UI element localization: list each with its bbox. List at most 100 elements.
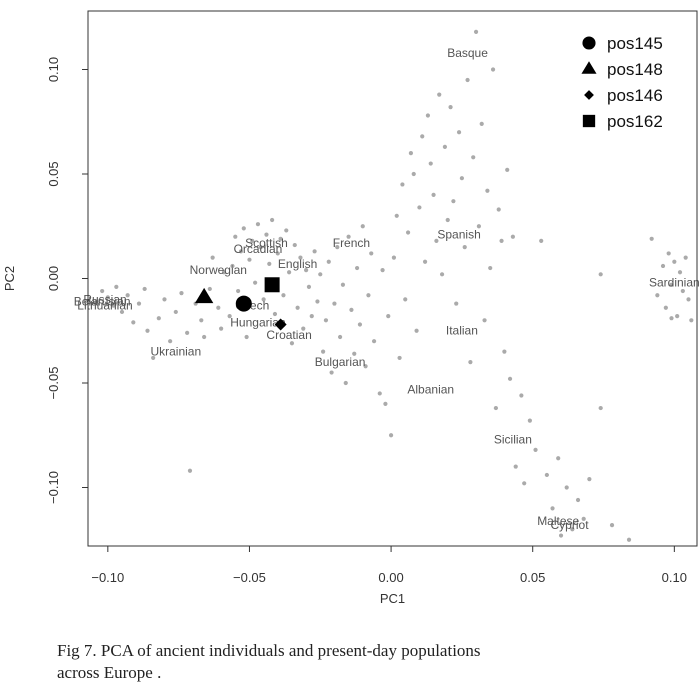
background-point — [284, 228, 289, 233]
background-point — [496, 207, 501, 212]
x-tick-label: 0.00 — [378, 570, 403, 585]
background-point — [156, 316, 161, 321]
background-point — [456, 130, 462, 135]
background-point — [131, 320, 136, 325]
background-point — [609, 523, 615, 528]
background-point — [315, 299, 320, 304]
background-point — [272, 311, 278, 317]
y-tick-label: 0.00 — [46, 266, 61, 291]
background-point — [94, 299, 99, 304]
background-point — [677, 270, 683, 275]
background-point — [539, 238, 544, 243]
caption-line-1: Fig 7. PCA of ancient individuals and pr… — [57, 641, 481, 660]
background-point — [465, 77, 470, 83]
background-point — [318, 272, 323, 277]
background-point — [403, 297, 408, 302]
population-label: French — [333, 236, 370, 250]
axes-layer: −0.10 −0.05 0.00 0.05 0.10 −0.10 −0.05 0.00 0.05… — [46, 57, 687, 585]
background-point — [451, 199, 456, 204]
background-point — [145, 328, 150, 333]
background-point — [513, 464, 518, 469]
background-point — [468, 359, 473, 365]
background-point — [337, 334, 343, 340]
background-point — [397, 355, 402, 361]
background-point — [125, 293, 130, 298]
background-point — [437, 92, 442, 97]
background-point — [111, 303, 116, 308]
legend: pos145 pos148 pos146 pos162 — [581, 34, 663, 131]
background-point — [264, 232, 269, 237]
background-point — [414, 328, 419, 333]
background-point — [236, 288, 241, 294]
background-point — [394, 213, 399, 218]
background-point — [550, 506, 555, 511]
background-point — [219, 326, 224, 331]
background-point — [306, 284, 312, 289]
background-point — [587, 477, 592, 482]
population-label: Albanian — [407, 382, 454, 396]
background-point — [499, 238, 504, 243]
background-point — [383, 401, 388, 406]
background-point — [380, 268, 385, 273]
background-point — [247, 257, 252, 262]
background-point — [490, 67, 496, 72]
population-label: Scottish — [245, 236, 288, 250]
background-point — [292, 242, 297, 248]
background-point — [340, 282, 346, 287]
background-point — [221, 270, 227, 275]
population-label: Italian — [446, 324, 478, 338]
population-label: Croatian — [266, 328, 311, 342]
background-point — [287, 270, 292, 275]
population-label: Cypriot — [551, 518, 590, 532]
background-point — [439, 272, 445, 277]
y-tick-label: 0.10 — [46, 57, 61, 82]
background-point — [377, 391, 382, 396]
background-point — [683, 255, 688, 260]
background-point — [564, 485, 569, 490]
background-point — [162, 297, 167, 302]
background-point — [207, 286, 212, 292]
background-point — [270, 217, 275, 223]
population-label: Maltese — [537, 514, 579, 528]
background-point — [479, 121, 484, 126]
background-point — [417, 205, 422, 210]
population-label: Sicilian — [494, 432, 532, 446]
background-point — [669, 316, 674, 321]
legend-label-pos148: pos148 — [607, 60, 663, 79]
background-point — [471, 155, 476, 160]
background-point — [179, 291, 184, 296]
population-label: Orcadian — [234, 242, 283, 256]
background-point — [114, 284, 119, 289]
background-point — [357, 322, 363, 327]
background-point — [445, 217, 450, 223]
population-label: Basque — [447, 46, 488, 60]
background-point — [556, 456, 561, 461]
population-label: English — [278, 257, 317, 271]
background-point — [267, 261, 272, 266]
background-point — [686, 297, 691, 302]
population-label: Russian — [83, 292, 126, 306]
background-point — [448, 105, 453, 110]
background-point — [533, 447, 538, 452]
background-point — [304, 268, 309, 273]
background-point — [255, 222, 261, 227]
legend-label-pos162: pos162 — [607, 112, 663, 131]
background-point — [216, 305, 221, 310]
background-point — [462, 245, 467, 250]
background-point — [680, 288, 685, 294]
background-point — [431, 192, 436, 198]
background-point — [346, 234, 351, 239]
background-point — [544, 472, 549, 478]
background-point — [366, 293, 371, 298]
background-point — [281, 293, 286, 298]
population-label: Ukrainian — [150, 345, 201, 359]
background-point — [675, 314, 680, 319]
background-point — [253, 280, 258, 285]
background-point — [298, 255, 303, 260]
background-point — [459, 176, 464, 181]
y-axis-title: PC2 — [2, 266, 17, 291]
figure-caption: Fig 7. PCA of ancient individuals and pr… — [57, 640, 687, 684]
background-point — [655, 293, 660, 298]
background-point — [241, 226, 246, 231]
background-point — [485, 188, 490, 193]
